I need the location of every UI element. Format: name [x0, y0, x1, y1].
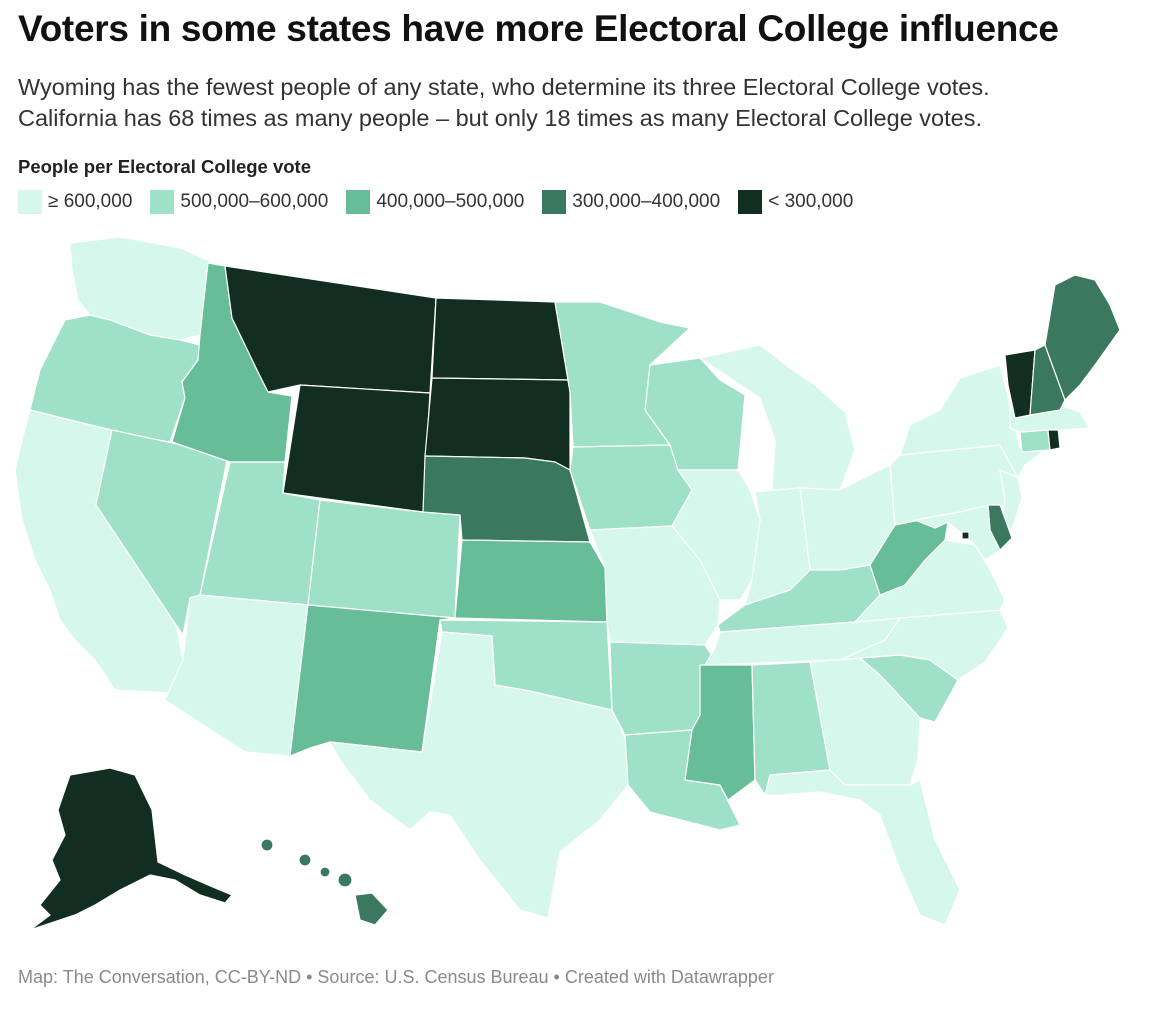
legend-item-500k-600k: 500,000–600,000: [150, 190, 328, 214]
legend: ≥ 600,000 500,000–600,000 400,000–500,00…: [18, 190, 871, 214]
state-new-jersey[interactable]: [999, 469, 1023, 531]
legend-swatch: [150, 190, 175, 214]
legend-title: People per Electoral College vote: [18, 156, 312, 177]
legend-label: 300,000–400,000: [572, 191, 721, 212]
state-wyoming[interactable]: [282, 384, 431, 513]
legend-label: 400,000–500,000: [376, 191, 525, 212]
legend-label: ≥ 600,000: [48, 191, 133, 212]
legend-swatch: [18, 190, 42, 214]
state-maryland[interactable]: [914, 504, 1001, 561]
us-choropleth-map: [14, 236, 1121, 931]
footer-credits: Map: The Conversation, CC-BY-ND • Source…: [18, 967, 774, 987]
state-illinois[interactable]: [671, 469, 761, 601]
state-north-carolina[interactable]: [839, 609, 1009, 681]
legend-item-400k-500k: 400,000–500,000: [346, 190, 524, 214]
state-texas[interactable]: [329, 631, 629, 919]
state-nevada[interactable]: [95, 429, 229, 636]
legend-label: 500,000–600,000: [180, 191, 329, 212]
state-rhode-island[interactable]: [1047, 427, 1061, 451]
chart-subtitle: Wyoming has the fewest people of any sta…: [18, 72, 1148, 134]
state-hawaii[interactable]: [260, 838, 389, 926]
subtitle-line-2: California has 68 times as many people –…: [18, 105, 982, 131]
chart-title: Voters in some states have more Electora…: [18, 8, 1059, 49]
legend-item-under-300k: < 300,000: [738, 190, 853, 214]
legend-item-300k-400k: 300,000–400,000: [542, 190, 720, 214]
state-vermont[interactable]: [1004, 349, 1036, 419]
subtitle-line-1: Wyoming has the fewest people of any sta…: [18, 74, 990, 100]
state-maine[interactable]: [1044, 274, 1121, 401]
state-north-dakota[interactable]: [431, 297, 569, 381]
state-connecticut[interactable]: [1019, 429, 1051, 453]
state-kansas[interactable]: [454, 539, 608, 623]
legend-label: < 300,000: [768, 191, 854, 212]
state-colorado[interactable]: [307, 499, 461, 619]
legend-swatch: [346, 190, 371, 214]
state-michigan[interactable]: [699, 344, 856, 493]
state-alaska[interactable]: [29, 767, 233, 931]
legend-item-600k-plus: ≥ 600,000: [18, 190, 132, 214]
legend-swatch: [542, 190, 567, 214]
state-new-hampshire[interactable]: [1029, 344, 1066, 416]
legend-swatch: [738, 190, 763, 214]
state-district-of-columbia[interactable]: [961, 531, 970, 540]
state-florida[interactable]: [764, 769, 961, 926]
